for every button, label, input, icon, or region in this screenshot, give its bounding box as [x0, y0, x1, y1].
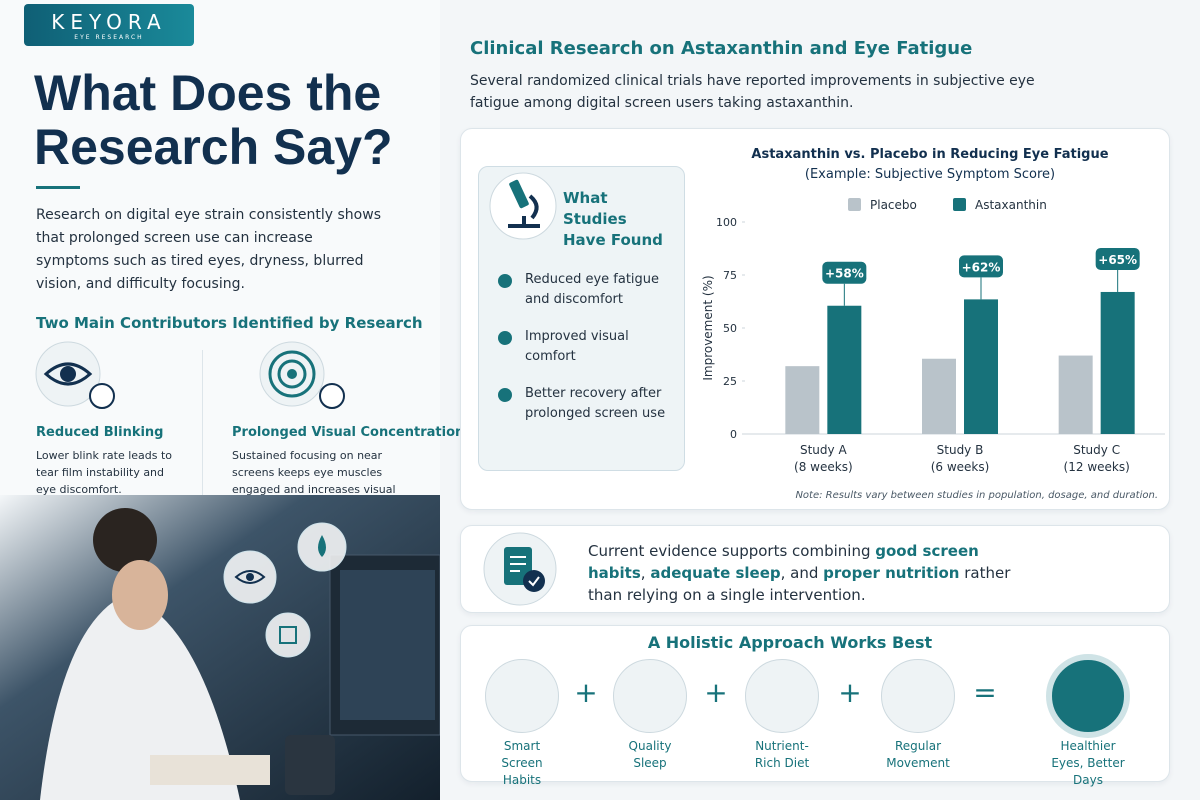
y-tick-label: 100: [716, 216, 737, 229]
holistic-icon: [881, 659, 955, 733]
bar: [785, 366, 820, 434]
operator: +: [574, 676, 598, 709]
chart-subtitle: (Example: Subjective Symptom Score): [805, 167, 1055, 182]
operator: =: [973, 676, 997, 709]
highlight: adequate sleep: [650, 564, 781, 582]
holistic-icon: [613, 659, 687, 733]
bar: [827, 305, 862, 434]
findings-title: What Studies Have Found: [563, 189, 663, 249]
legend-label: Placebo: [870, 198, 917, 212]
x-tick-sublabel: (6 weeks): [931, 460, 990, 474]
text: Current evidence supports combining: [588, 542, 876, 560]
microscope-icon: [489, 172, 557, 240]
holistic-icon: [745, 659, 819, 733]
annotation-bubble: [959, 255, 1003, 278]
check-icon: [498, 388, 512, 402]
blink-icon: [35, 341, 115, 409]
text: ,: [640, 564, 651, 582]
holistic-label: Regular Movement: [886, 739, 950, 770]
text: , and: [780, 564, 824, 582]
bar: [1058, 355, 1093, 434]
chart-title: Astaxanthin vs. Placebo in Reducing Eye …: [751, 147, 1108, 162]
photo: [0, 495, 440, 800]
y-tick-label: 50: [723, 322, 737, 335]
y-axis-label: Improvement (%): [701, 275, 715, 380]
x-tick-sublabel: (8 weeks): [794, 460, 853, 474]
holistic-label: Quality Sleep: [628, 739, 672, 770]
x-tick-label: Study A: [800, 443, 847, 457]
holistic-label: Smart Screen Habits: [501, 739, 543, 787]
legend-swatch: [848, 198, 861, 211]
contributor-text: Lower blink rate leads to tear film inst…: [36, 449, 173, 496]
brand-logo: KEYORA EYE RESEARCH: [24, 4, 194, 46]
annotation-bubble: [1095, 247, 1140, 270]
brand-tagline: EYE RESEARCH: [74, 34, 144, 41]
holistic-icon: [1046, 654, 1130, 738]
evidence-card: [460, 525, 1170, 613]
holistic-icon: [485, 659, 559, 733]
page-title: What Does the Research Say?: [34, 65, 393, 175]
annotation-bubble: [822, 261, 867, 284]
y-tick-label: 75: [723, 269, 737, 282]
bar: [922, 358, 956, 434]
text: rather than relying on a single interven…: [588, 564, 1011, 604]
divider: [36, 186, 80, 189]
x-tick-sublabel: (12 weeks): [1064, 460, 1130, 474]
contributors-heading: Two Main Contributors Identified by Rese…: [36, 314, 423, 332]
evidence-text: Current evidence supports combining good…: [588, 540, 1028, 606]
finding-item: Better recovery after prolonged screen u…: [525, 386, 666, 421]
holistic-label: Nutrient-Rich Diet: [754, 739, 810, 770]
research-text: Several randomized clinical trials have …: [470, 73, 1035, 111]
intro: Research on digital eye strain consisten…: [36, 207, 381, 292]
annotation: +65%: [1098, 253, 1137, 267]
separator: [202, 350, 203, 495]
holistic-label: Healthier Eyes, Better Days: [1051, 739, 1125, 787]
operator: +: [838, 676, 862, 709]
highlight: proper nutrition: [823, 564, 960, 582]
check-icon: [498, 274, 512, 288]
legend-label: Astaxanthin: [975, 198, 1047, 212]
annotation: +62%: [962, 260, 1001, 274]
focus-icon: [259, 341, 345, 409]
holistic-title: A Holistic Approach Works Best: [647, 633, 933, 652]
contributor-title: Reduced Blinking: [36, 425, 164, 440]
x-tick-label: Study C: [1073, 443, 1120, 457]
document-icon: [483, 532, 557, 606]
operator: +: [704, 676, 728, 709]
bar: [1100, 291, 1135, 434]
finding-item: Reduced eye fatigue and discomfort: [525, 272, 660, 307]
bar: [964, 299, 998, 434]
chart-note: Note: Results vary between studies in po…: [795, 490, 1158, 501]
legend-swatch: [953, 198, 966, 211]
contributor-title: Prolonged Visual Concentration: [232, 425, 465, 440]
y-tick-label: 25: [723, 375, 737, 388]
check-icon: [498, 331, 512, 345]
x-tick-label: Study B: [937, 443, 984, 457]
finding-item: Improved visual comfort: [525, 329, 629, 364]
y-tick-label: 0: [730, 428, 737, 441]
research-title: Clinical Research on Astaxanthin and Eye…: [470, 38, 973, 59]
brand-name: KEYORA: [51, 10, 167, 34]
chart: Astaxanthin vs. Placebo in Reducing Eye …: [701, 147, 1165, 501]
highlight: good screen habits: [588, 542, 979, 582]
annotation: +58%: [825, 267, 864, 281]
